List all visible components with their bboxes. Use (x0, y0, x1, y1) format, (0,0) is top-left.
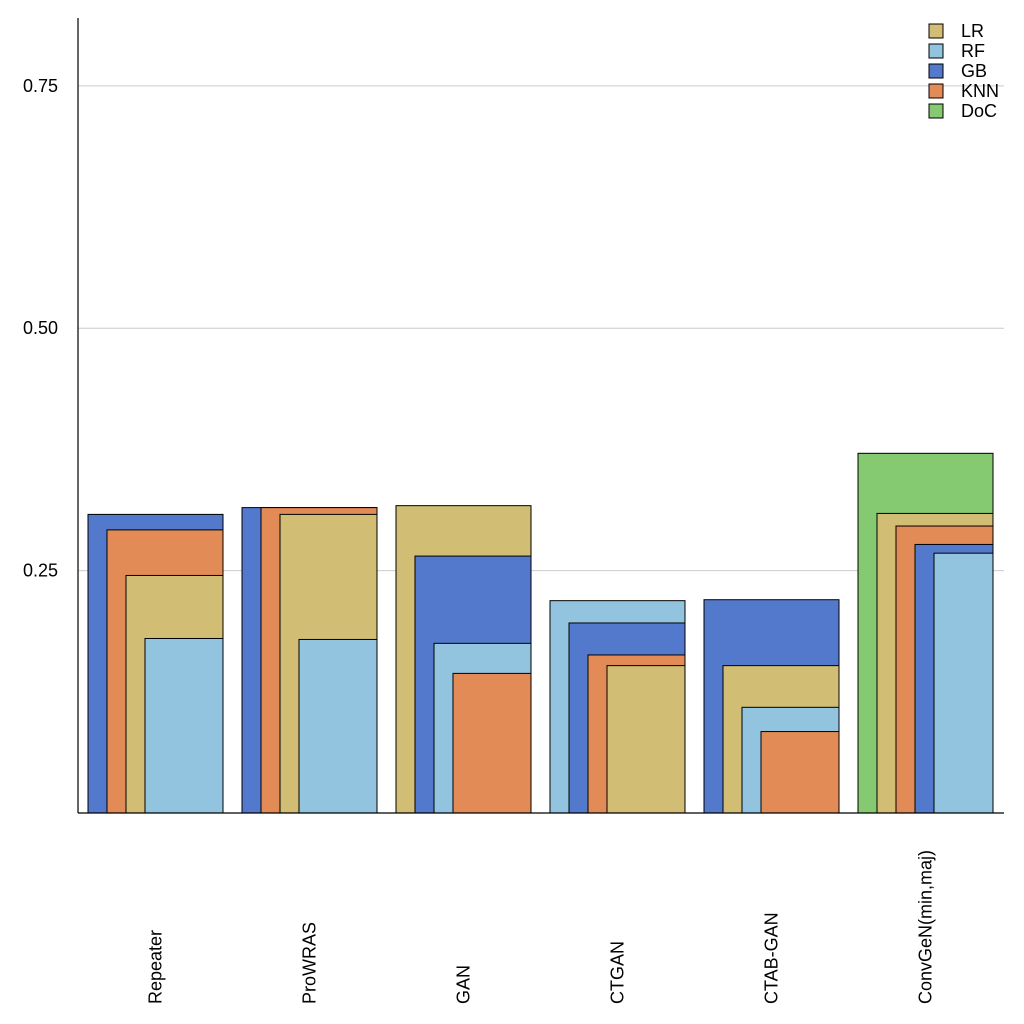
x-tick-labels: Repeater ProWRAS GAN CTGAN CTAB-GAN ConvGeN(m… (146, 850, 936, 1004)
legend-item-knn: KNN (928, 81, 999, 101)
legend-label: LR (961, 21, 984, 41)
y-tick-label: 0.75 (23, 76, 58, 96)
legend-swatch (928, 63, 944, 79)
x-tick-label: ProWRAS (300, 922, 320, 1004)
legend-swatch (928, 103, 944, 119)
legend-swatch (928, 43, 944, 59)
bar-rf (298, 638, 378, 814)
bar-group-convgen-min-maj- (857, 452, 994, 814)
x-tick-label: CTAB-GAN (762, 912, 782, 1004)
legend-label: RF (961, 41, 985, 61)
bar-group-prowras (241, 507, 378, 814)
bar-lr (606, 665, 686, 814)
x-tick-label: CTGAN (608, 941, 628, 1004)
y-tick-label: 0.25 (23, 561, 58, 581)
x-tick-label: Repeater (146, 930, 166, 1004)
legend-swatch (928, 83, 944, 99)
legend-item-gb: GB (928, 61, 987, 81)
y-tick-labels: 0.25 0.50 0.75 (23, 76, 58, 581)
legend-item-doc: DoC (928, 101, 997, 121)
bar-knn (760, 731, 840, 814)
bar-knn (452, 672, 532, 814)
legend-swatch (928, 23, 944, 39)
bar-rf (144, 637, 224, 814)
bar-group-ctgan (549, 600, 686, 814)
x-tick-label: GAN (454, 965, 474, 1004)
bars (87, 452, 994, 814)
legend-label: DoC (961, 101, 997, 121)
bar-rf (933, 552, 994, 814)
bar-group-ctab-gan (703, 599, 840, 814)
x-tick-label: ConvGeN(min,maj) (916, 850, 936, 1004)
legend-item-lr: LR (928, 21, 984, 41)
legend-item-rf: RF (928, 41, 985, 61)
legend-label: GB (961, 61, 987, 81)
gridlines (78, 85, 1004, 572)
legend-label: KNN (961, 81, 999, 101)
axes (77, 18, 1004, 814)
y-tick-label: 0.50 (23, 318, 58, 338)
bar-group-repeater (87, 513, 224, 814)
bar-group-gan (395, 505, 532, 814)
